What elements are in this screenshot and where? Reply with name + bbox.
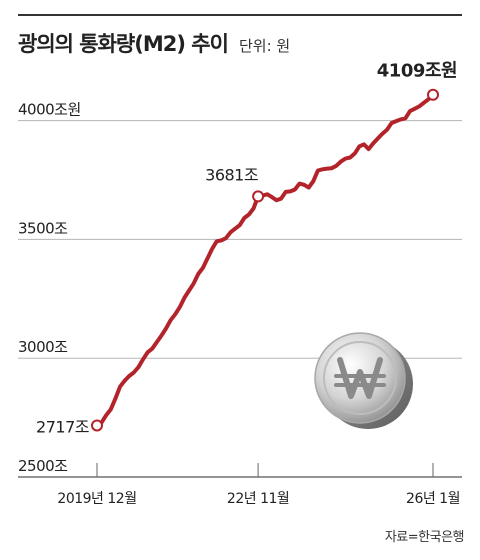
- won-coin-icon: [314, 332, 413, 429]
- x-axis: [18, 463, 462, 478]
- y-tick-label: 3000조: [18, 338, 68, 356]
- series-line: [95, 92, 435, 428]
- point-marker: [252, 190, 265, 203]
- x-tick-label: 22년 11월: [227, 491, 289, 507]
- chart-title: 광의의 통화량(M2) 추이: [18, 32, 229, 56]
- data-label: 4109조원: [377, 61, 457, 82]
- title-row: 광의의 통화량(M2) 추이 단위: 원: [18, 28, 290, 58]
- y-tick-label: 2500조: [18, 457, 68, 475]
- y-tick-label: 4000조원: [18, 101, 81, 119]
- markers: [91, 88, 439, 432]
- x-tick-label: 26년 1월: [406, 491, 460, 507]
- top-rule: [18, 14, 462, 16]
- source-note: 자료=한국은행: [384, 530, 465, 545]
- grid: [18, 120, 462, 359]
- m2-series-line: [95, 92, 435, 428]
- unit-label: 단위: 원: [238, 37, 291, 55]
- data-label: 3681조: [205, 165, 258, 184]
- data-label: 2717조: [36, 417, 89, 436]
- x-tick-label: 2019년 12월: [57, 491, 136, 507]
- labels: 2500조 3000조 3500조 4000조원 2019년 12월 22년 11월 26년…: [18, 61, 460, 507]
- point-marker: [91, 419, 103, 432]
- point-marker: [427, 88, 439, 101]
- y-tick-label: 3500조: [18, 219, 68, 237]
